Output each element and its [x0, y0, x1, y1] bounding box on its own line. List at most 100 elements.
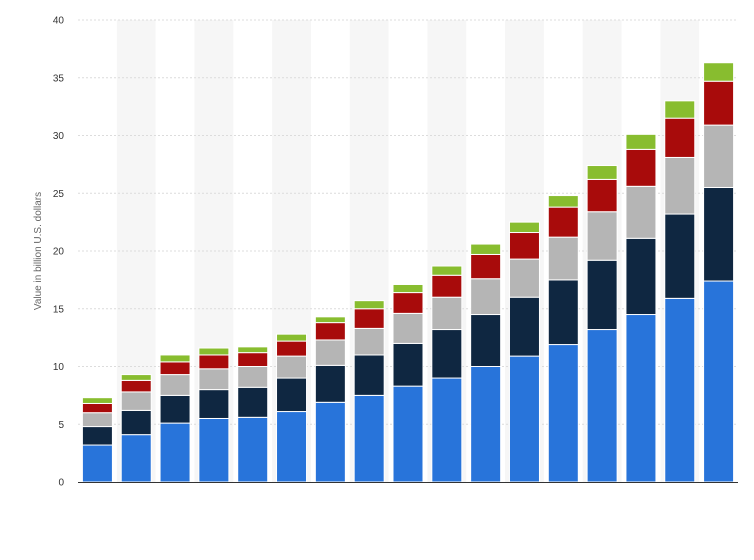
y-tick-label: 15: [53, 304, 65, 315]
bar-segment-series-4: [237, 352, 269, 368]
bar-segment-series-1: [198, 417, 230, 483]
bar-segment-series-4: [470, 253, 502, 280]
bar-segment-series-3: [703, 124, 735, 188]
bar-segment-series-3: [664, 156, 696, 215]
bar-segment-series-3: [547, 236, 579, 281]
y-tick-label: 25: [53, 189, 65, 200]
bar-segment-series-3: [353, 327, 385, 356]
bar-segment-series-1: [120, 434, 152, 483]
bar-segment-series-2: [547, 279, 579, 346]
bar-segment-series-1: [276, 411, 308, 483]
bar-segment-series-2: [198, 389, 230, 419]
bar-segment-series-1: [508, 355, 540, 483]
y-axis-ticks: 0 5 10 15 20 25 30 35 40: [53, 16, 65, 489]
bar-segment-series-4: [120, 379, 152, 393]
bar-segment-series-5: [508, 221, 540, 234]
bar-segment-series-3: [508, 258, 540, 298]
bar-segment-series-4: [586, 178, 618, 213]
bar-stack: [703, 62, 735, 483]
bar-stack: [276, 333, 308, 483]
bar-segment-series-4: [314, 322, 346, 341]
bar-segment-series-5: [625, 133, 657, 150]
bar-segment-series-5: [586, 165, 618, 180]
bar-stack: [508, 221, 540, 483]
bar-segment-series-4: [431, 274, 463, 298]
bar-stack: [314, 316, 346, 483]
bar-segment-series-4: [547, 206, 579, 238]
bar-segment-series-1: [470, 366, 502, 483]
bar-segment-series-5: [431, 265, 463, 276]
bar-segment-series-4: [276, 340, 308, 357]
bar-segment-series-4: [625, 148, 657, 187]
bar-segment-series-5: [392, 283, 424, 294]
bar-segment-series-3: [81, 412, 113, 428]
bar-segment-series-5: [159, 354, 191, 363]
bar-stack: [159, 354, 191, 483]
bar-segment-series-4: [664, 117, 696, 158]
y-tick-label: 20: [53, 247, 65, 258]
bar-stack: [470, 243, 502, 483]
bar-segment-series-4: [159, 361, 191, 376]
bar-segment-series-1: [237, 416, 269, 483]
bar-segment-series-3: [159, 374, 191, 396]
bar-segment-series-2: [703, 186, 735, 282]
bar-segment-series-2: [625, 237, 657, 316]
bar-segment-series-5: [198, 347, 230, 356]
bar-segment-series-3: [237, 366, 269, 388]
bar-segment-series-1: [703, 280, 735, 483]
bar-stack: [237, 346, 269, 483]
bar-segment-series-1: [392, 385, 424, 483]
bar-segment-series-1: [159, 422, 191, 483]
bar-segment-series-3: [625, 185, 657, 239]
bar-segment-series-1: [586, 329, 618, 483]
bar-segment-series-4: [353, 308, 385, 329]
bar-segment-series-3: [276, 355, 308, 379]
bar-segment-series-1: [353, 394, 385, 483]
y-tick-label: 30: [53, 131, 65, 142]
bar-segment-series-3: [314, 339, 346, 366]
bar-segment-series-5: [547, 195, 579, 208]
bar-segment-series-2: [470, 314, 502, 367]
bar-segment-series-5: [664, 100, 696, 119]
bar-segment-series-1: [431, 377, 463, 483]
bar-segment-series-4: [508, 232, 540, 260]
bar-segment-series-5: [276, 333, 308, 342]
bar-stack: [586, 165, 618, 483]
bar-segment-series-5: [81, 397, 113, 404]
bar-segment-series-2: [353, 354, 385, 396]
bar-stack: [198, 347, 230, 483]
bar-segment-series-2: [120, 409, 152, 436]
bar-segment-series-2: [159, 394, 191, 424]
bar-segment-series-2: [237, 386, 269, 418]
y-tick-label: 0: [58, 478, 64, 489]
bar-segment-series-1: [81, 444, 113, 483]
bar-segment-series-5: [703, 62, 735, 82]
bars: [81, 62, 735, 483]
bar-stack: [392, 283, 424, 483]
bar-stack: [81, 397, 113, 483]
bar-segment-series-5: [353, 300, 385, 310]
bar-segment-series-2: [508, 296, 540, 357]
bar-stack: [664, 100, 696, 483]
bar-stack: [625, 133, 657, 483]
bar-segment-series-3: [470, 278, 502, 316]
bar-segment-series-3: [586, 211, 618, 261]
bar-segment-series-5: [237, 346, 269, 354]
bar-segment-series-2: [314, 364, 346, 403]
bar-segment-series-4: [703, 80, 735, 126]
bar-segment-series-3: [431, 296, 463, 331]
bar-segment-series-2: [81, 426, 113, 446]
y-axis-title: Value in billion U.S. dollars: [33, 192, 44, 310]
bar-segment-series-4: [392, 292, 424, 314]
bar-stack: [547, 195, 579, 483]
bar-segment-series-2: [276, 377, 308, 413]
bar-segment-series-1: [547, 344, 579, 483]
y-tick-label: 10: [53, 362, 65, 373]
bar-segment-series-4: [81, 402, 113, 414]
bar-segment-series-2: [431, 329, 463, 379]
bar-stack: [431, 265, 463, 483]
bar-segment-series-5: [314, 316, 346, 324]
y-tick-label: 5: [58, 420, 64, 431]
bar-segment-series-2: [586, 259, 618, 331]
